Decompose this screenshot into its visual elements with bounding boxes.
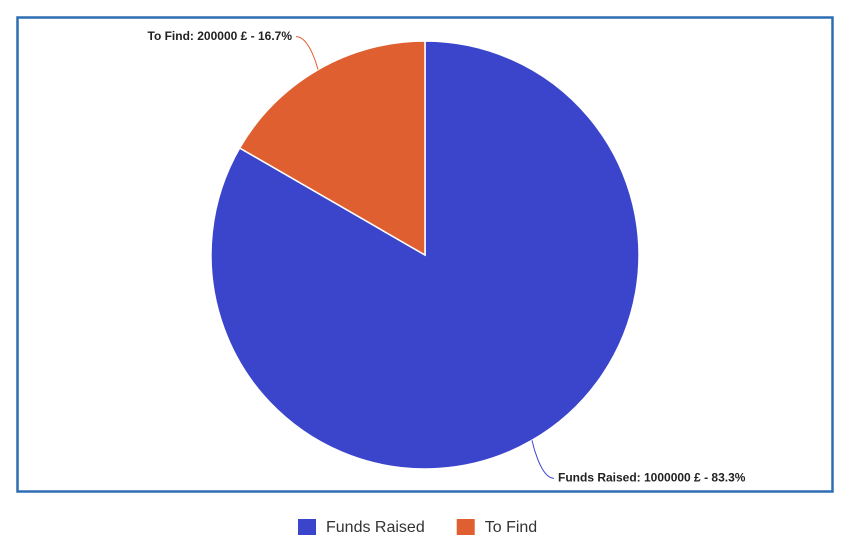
data-label: Funds Raised: 1000000 £ - 83.3%: [558, 471, 746, 485]
pie-slice: [238, 40, 426, 257]
legend-label: To Find: [485, 519, 537, 536]
leader-line: [531, 440, 555, 479]
leader-line: [295, 36, 319, 70]
legend-swatch: [456, 519, 475, 535]
legend-swatch: [298, 519, 316, 535]
data-label: To Find: 200000 £ - 16.7%: [148, 29, 293, 43]
legend-label: Funds Raised: [326, 519, 425, 536]
